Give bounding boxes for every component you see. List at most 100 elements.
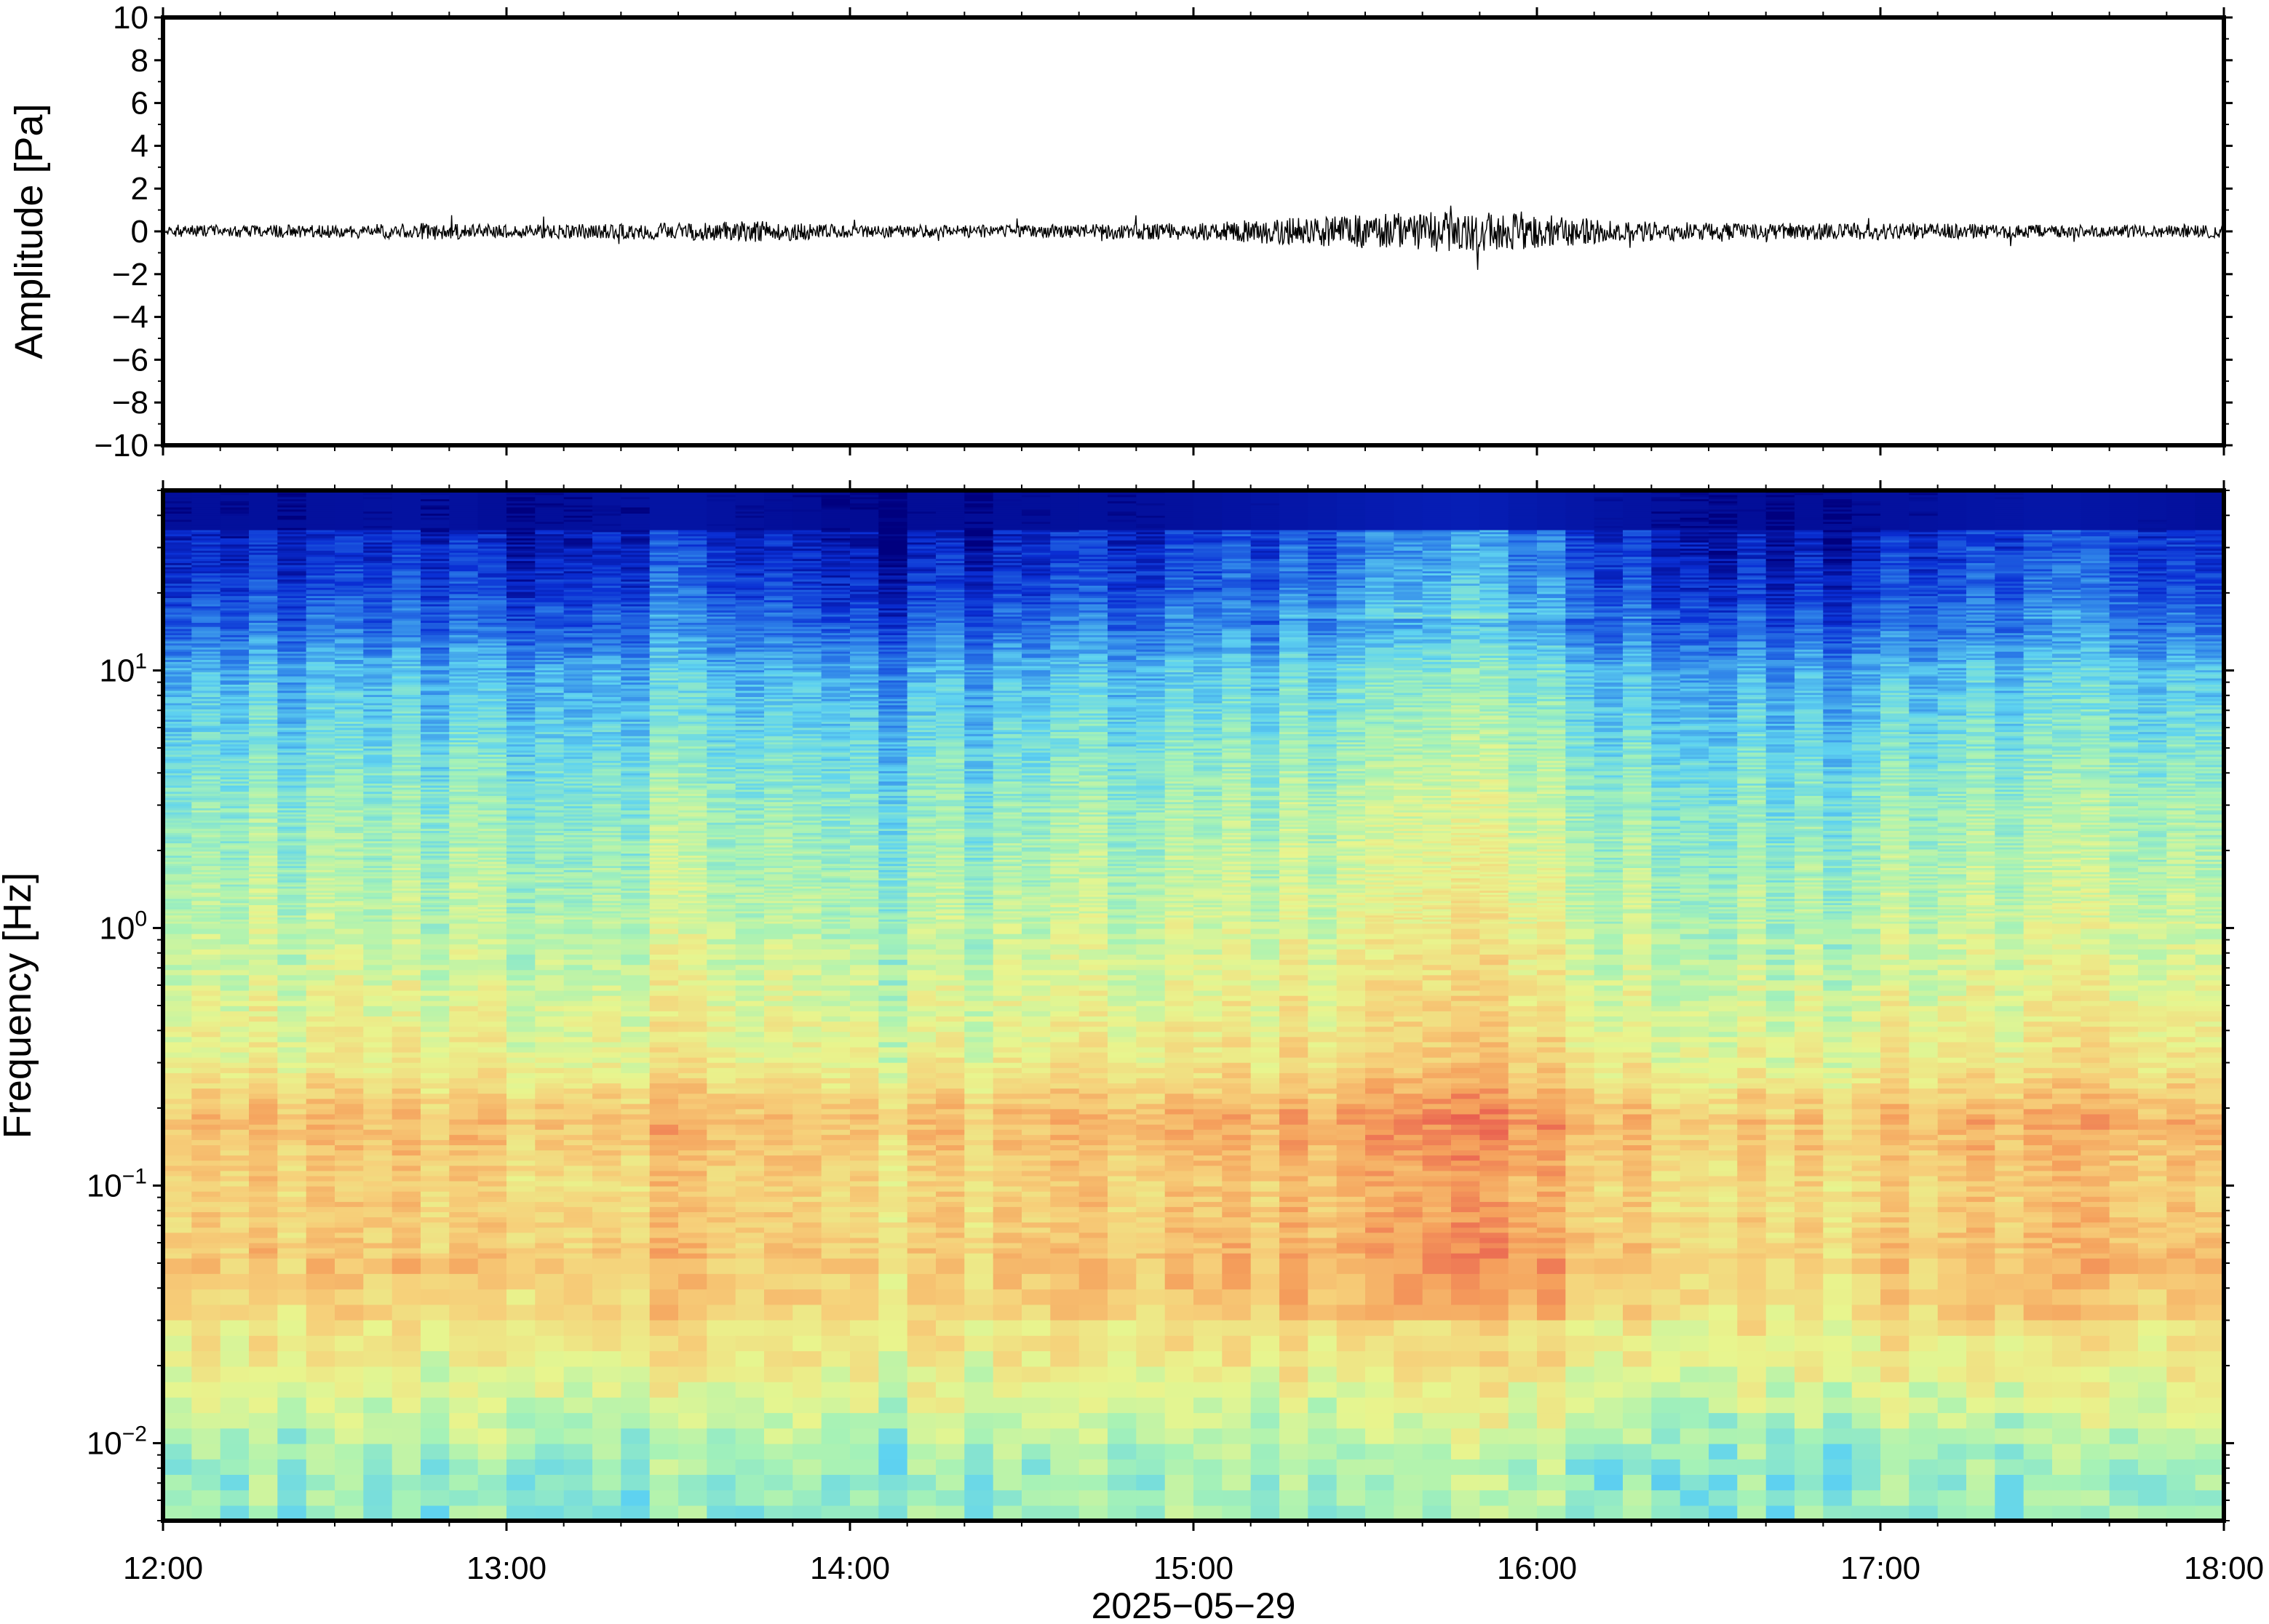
spectrogram-cell <box>277 851 307 854</box>
spectrogram-cell <box>392 984 421 991</box>
spectrogram-cell <box>563 548 593 551</box>
spectrogram-cell <box>506 1335 536 1352</box>
spectrogram-cell <box>592 797 622 800</box>
spectrogram-cell <box>335 585 365 588</box>
spectrogram-cell <box>191 791 221 795</box>
spectrogram-cell <box>592 808 622 811</box>
spectrogram-cell <box>163 1237 193 1243</box>
spectrogram-cell <box>592 810 622 813</box>
spectrogram-cell <box>163 544 193 547</box>
spectrogram-cell <box>449 498 479 501</box>
spectrogram-cell <box>163 1206 193 1212</box>
spectrogram-cell <box>392 787 421 790</box>
spectrogram-cell <box>621 873 651 877</box>
spectrogram-cell <box>592 562 622 565</box>
spectrogram-cell <box>191 640 221 644</box>
spectrogram-cell <box>191 1180 221 1187</box>
spectrogram-cell <box>335 896 365 899</box>
spectrogram-cell <box>306 552 335 555</box>
spectrogram-cell <box>220 754 250 757</box>
spectrogram-cell <box>306 789 335 792</box>
spectrogram-cell <box>535 692 565 696</box>
spectrogram-cell <box>335 766 365 770</box>
spectrogram-cell <box>421 1247 450 1254</box>
spectrogram-cell <box>421 1335 450 1352</box>
spectrogram-cell <box>363 1232 393 1238</box>
spectrogram-cell <box>335 865 365 868</box>
spectrogram-cell <box>363 1062 393 1068</box>
spectrogram-cell <box>277 1211 307 1218</box>
spectrogram-cell <box>249 704 279 708</box>
spectrogram-cell <box>163 576 193 580</box>
spectrogram-cell <box>506 785 536 788</box>
spectrogram-cell <box>506 536 536 538</box>
spectrogram-cell <box>335 928 365 934</box>
spectrogram-cell <box>163 600 193 602</box>
spectrogram-cell <box>535 746 565 749</box>
spectrogram-cell <box>335 565 365 568</box>
spectrogram-cell <box>392 749 421 753</box>
spectrogram-cell <box>335 760 365 763</box>
spectrogram-cell <box>621 1257 651 1274</box>
spectrogram-cell <box>249 944 279 950</box>
spectrogram-cell <box>363 816 393 819</box>
spectrogram-cell <box>392 550 421 553</box>
spectrogram-cell <box>249 882 279 885</box>
spectrogram-cell <box>592 741 622 745</box>
spectrogram-cell <box>535 787 565 790</box>
spectrogram-cell <box>563 1036 593 1043</box>
spectrogram-cell <box>563 570 593 573</box>
spectrogram-cell <box>335 846 365 850</box>
spectrogram-cell <box>220 920 250 924</box>
spectrogram-cell <box>249 795 279 798</box>
spectrogram-cell <box>249 721 279 724</box>
spectrogram-cell <box>563 1160 593 1166</box>
spectrogram-cell <box>277 525 307 528</box>
spectrogram-cell <box>535 513 565 516</box>
spectrogram-cell <box>592 1011 622 1016</box>
spectrogram-cell <box>477 898 507 901</box>
spectrogram-cell <box>277 811 307 815</box>
spectrogram-cell <box>621 752 651 755</box>
spectrogram-cell <box>306 1489 335 1506</box>
spectrogram-cell <box>563 723 593 726</box>
spectrogram-cell <box>363 845 393 848</box>
spectrogram-cell <box>363 789 393 792</box>
spectrogram-cell <box>477 768 507 771</box>
spectrogram-cell <box>592 863 622 867</box>
spectrogram-cell <box>306 603 335 607</box>
spectrogram-cell <box>163 771 193 773</box>
spectrogram-cell <box>592 984 622 991</box>
spectrogram-cell <box>449 764 479 768</box>
spectrogram-cell <box>392 933 421 939</box>
spectrogram-cell <box>249 984 279 991</box>
spectrogram-cell <box>163 727 193 731</box>
spectrogram-cell <box>621 803 651 807</box>
spectrogram-cell <box>535 984 565 991</box>
spectrogram-cell <box>163 1098 193 1104</box>
spectrogram-cell <box>592 1113 622 1120</box>
spectrogram-cell <box>506 540 536 543</box>
spectrogram-cell <box>392 803 421 807</box>
spectrogram-cell <box>220 723 250 726</box>
spectrogram-cell <box>449 920 479 924</box>
spectrogram-cell <box>335 892 365 895</box>
spectrogram-cell <box>535 605 565 609</box>
spectrogram-cell <box>477 618 507 621</box>
spectrogram-cell <box>563 1350 593 1367</box>
spectrogram-cell <box>421 928 450 934</box>
spectrogram-cell <box>563 832 593 835</box>
spectrogram-cell <box>363 834 393 837</box>
spectrogram-cell <box>249 737 279 741</box>
spectrogram-cell <box>449 1056 479 1063</box>
spectrogram-cell <box>335 513 365 516</box>
spectrogram-cell <box>563 830 593 833</box>
spectrogram-cell <box>277 688 307 691</box>
spectrogram-cell <box>506 793 536 796</box>
spectrogram-cell <box>363 779 393 782</box>
spectrogram-cell <box>363 519 393 522</box>
spectrogram-cell <box>563 591 593 594</box>
waveform-ytick-label: −4 <box>112 300 148 335</box>
spectrogram-cell <box>363 1026 393 1032</box>
spectrogram-cell <box>535 859 565 862</box>
